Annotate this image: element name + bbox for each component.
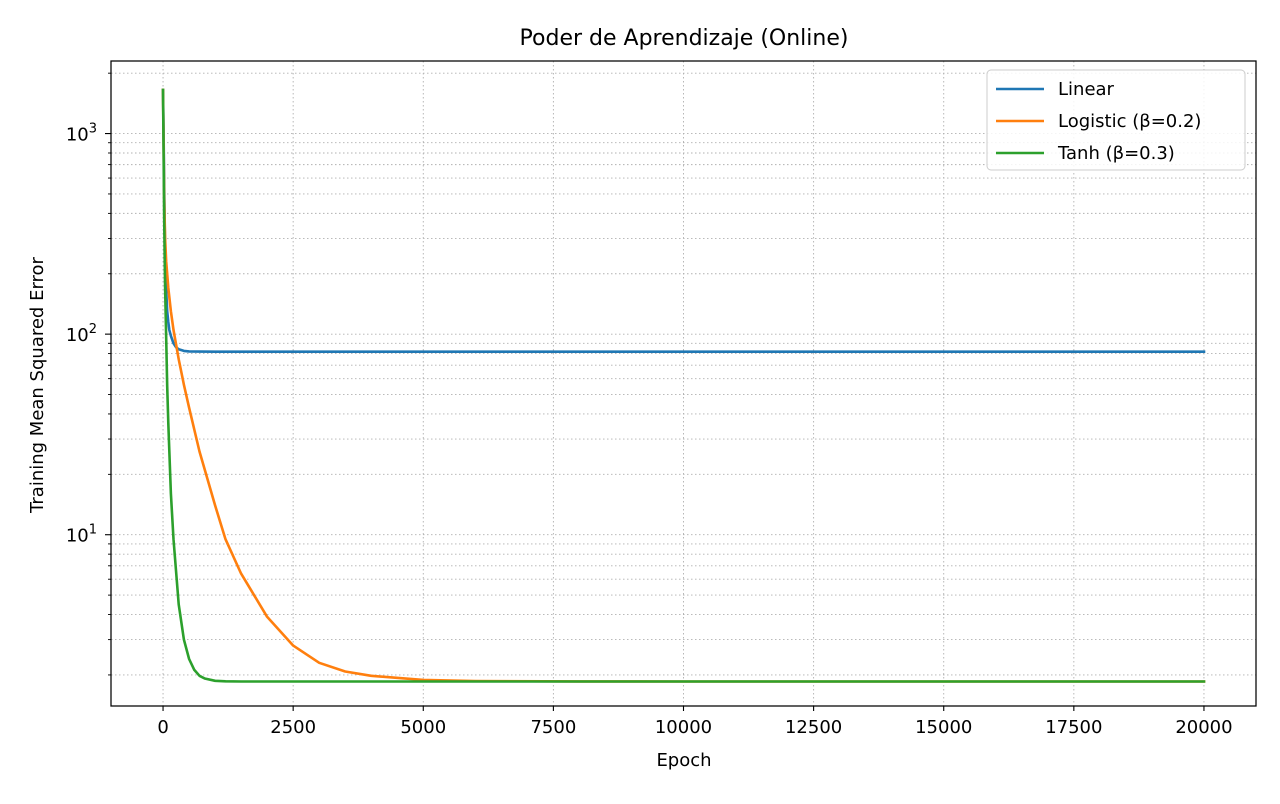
x-tick-label: 5000 bbox=[400, 717, 446, 738]
x-tick-label: 10000 bbox=[655, 717, 712, 738]
x-tick-label: 7500 bbox=[530, 717, 576, 738]
x-tick-label: 17500 bbox=[1045, 717, 1102, 738]
y-axis-label: Training Mean Squared Error bbox=[27, 256, 48, 514]
legend: Linear Logistic (β=0.2) Tanh (β=0.3) bbox=[986, 69, 1246, 171]
x-axis-label: Epoch bbox=[656, 750, 711, 771]
legend-label: Linear bbox=[1058, 79, 1115, 100]
y-tick-label: 102 bbox=[66, 322, 97, 346]
chart-title: Poder de Aprendizaje (Online) bbox=[520, 26, 849, 51]
y-tick-label: 103 bbox=[66, 122, 97, 146]
grid-lines bbox=[111, 61, 1256, 706]
x-tick-label: 15000 bbox=[915, 717, 972, 738]
y-tick-label: 101 bbox=[66, 523, 97, 547]
x-tick-label: 20000 bbox=[1175, 717, 1232, 738]
legend-box bbox=[986, 69, 1246, 171]
legend-label: Logistic (β=0.2) bbox=[1058, 111, 1201, 132]
x-tick-label: 12500 bbox=[785, 717, 842, 738]
legend-label: Tanh (β=0.3) bbox=[1057, 143, 1175, 164]
series-line-3 bbox=[161, 88, 1206, 683]
series-lines bbox=[161, 88, 1206, 683]
axis-ticks: 0 2500 5000 7500 10000 12500 15000 17500 20000 10… bbox=[66, 72, 1233, 738]
x-tick-label: 0 bbox=[157, 717, 168, 738]
x-tick-label: 2500 bbox=[270, 717, 316, 738]
